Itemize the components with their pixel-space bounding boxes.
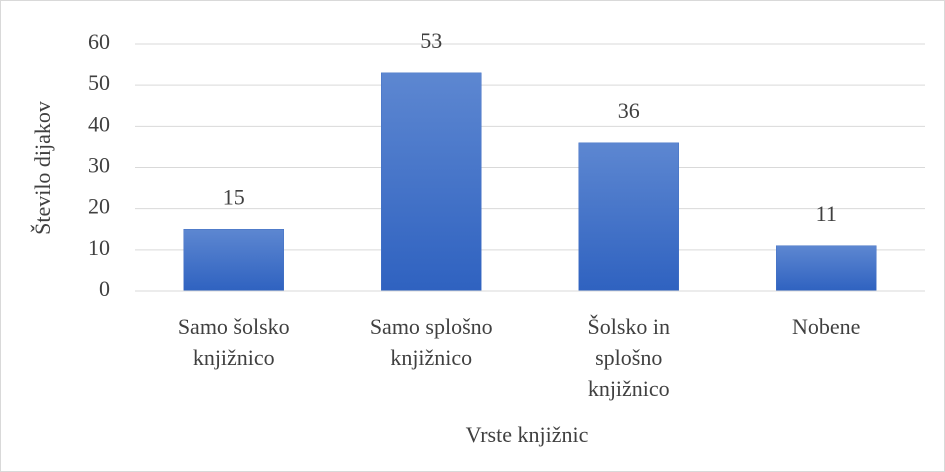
y-tick-label: 10 xyxy=(88,235,110,260)
x-tick-label: Šolsko in splošno knjižnico xyxy=(587,314,670,401)
bar xyxy=(578,142,679,292)
data-label: 53 xyxy=(420,28,442,53)
y-axis-title: Število dijakov xyxy=(30,101,55,235)
y-tick-label: 30 xyxy=(88,153,110,178)
x-axis-title: Vrste knjižnic xyxy=(466,422,589,447)
y-tick-label: 0 xyxy=(99,276,110,301)
bar xyxy=(183,229,284,292)
bar xyxy=(381,72,482,292)
bar xyxy=(776,245,877,292)
x-tick-label: Nobene xyxy=(792,314,860,339)
y-tick-label: 60 xyxy=(88,29,110,54)
y-tick-label: 20 xyxy=(88,194,110,219)
x-tick-label: Samo splošno knjižnico xyxy=(370,314,493,370)
x-tick-label: Samo šolsko knjižnico xyxy=(178,314,290,370)
data-label: 36 xyxy=(618,98,640,123)
data-label: 15 xyxy=(223,184,245,209)
data-label: 11 xyxy=(816,201,837,226)
y-tick-label: 50 xyxy=(88,70,110,95)
y-tick-label: 40 xyxy=(88,111,110,136)
